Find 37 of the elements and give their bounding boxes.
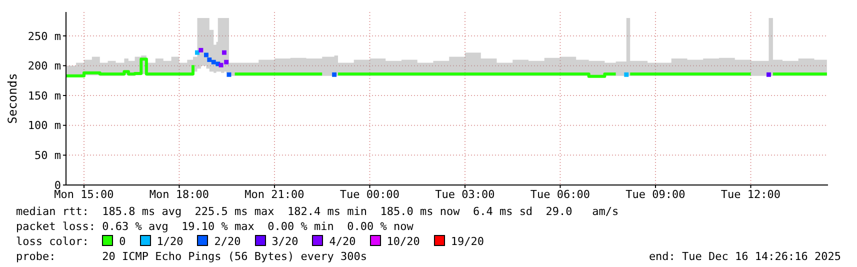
x-tick-label: Tue 12:00 xyxy=(720,188,781,201)
point xyxy=(224,60,229,64)
point xyxy=(207,57,212,62)
y-tick-label: 200 m xyxy=(28,60,62,73)
legend-label: 19/20 xyxy=(450,235,484,248)
legend-label: 1/20 xyxy=(156,235,184,248)
point xyxy=(211,60,216,64)
x-tick-label: Tue 00:00 xyxy=(340,188,400,201)
x-tick-label: Mon 21:00 xyxy=(244,188,304,201)
y-tick-label: 50 m xyxy=(34,149,62,162)
text: packet loss: 0.63 % avg 19.10 % max 0.00 % min 0.00 % now xyxy=(16,219,414,234)
point xyxy=(226,72,232,77)
point xyxy=(194,50,200,55)
text: median rtt: 185.8 ms avg 225.5 ms max 182.4 ms min 185.0 ms now 6.4 ms sd 29.0 am/s xyxy=(16,204,620,219)
legend-label: 3/20 xyxy=(270,235,298,248)
point xyxy=(332,72,337,77)
x-tick-label: Tue 06:00 xyxy=(530,188,590,201)
x-tick-label: Mon 18:00 xyxy=(149,188,210,201)
x-tick-label: Tue 09:00 xyxy=(626,188,686,201)
point xyxy=(766,72,771,77)
legend-label: 2/20 xyxy=(213,235,241,248)
point xyxy=(204,52,208,58)
y-tick-label: 150 m xyxy=(28,89,62,102)
text: probe: 20 ICMP Echo Pings (56 Bytes) every 300s xyxy=(16,249,367,264)
legend-label: 0 xyxy=(118,235,126,248)
point xyxy=(198,48,204,52)
text: end: Tue Dec 16 14:26:16 2025 xyxy=(648,249,841,264)
y-axis-title: Seconds xyxy=(5,73,20,124)
legend-label: 10/20 xyxy=(386,235,420,248)
x-tick-label: Tue 03:00 xyxy=(435,188,495,201)
y-tick-label: 250 m xyxy=(28,30,62,43)
point xyxy=(218,62,224,68)
point xyxy=(222,50,226,55)
y-tick-label: 100 m xyxy=(28,119,62,132)
point xyxy=(624,72,629,77)
legend-label: 4/20 xyxy=(328,235,356,248)
legend-title: loss color: xyxy=(16,235,90,248)
